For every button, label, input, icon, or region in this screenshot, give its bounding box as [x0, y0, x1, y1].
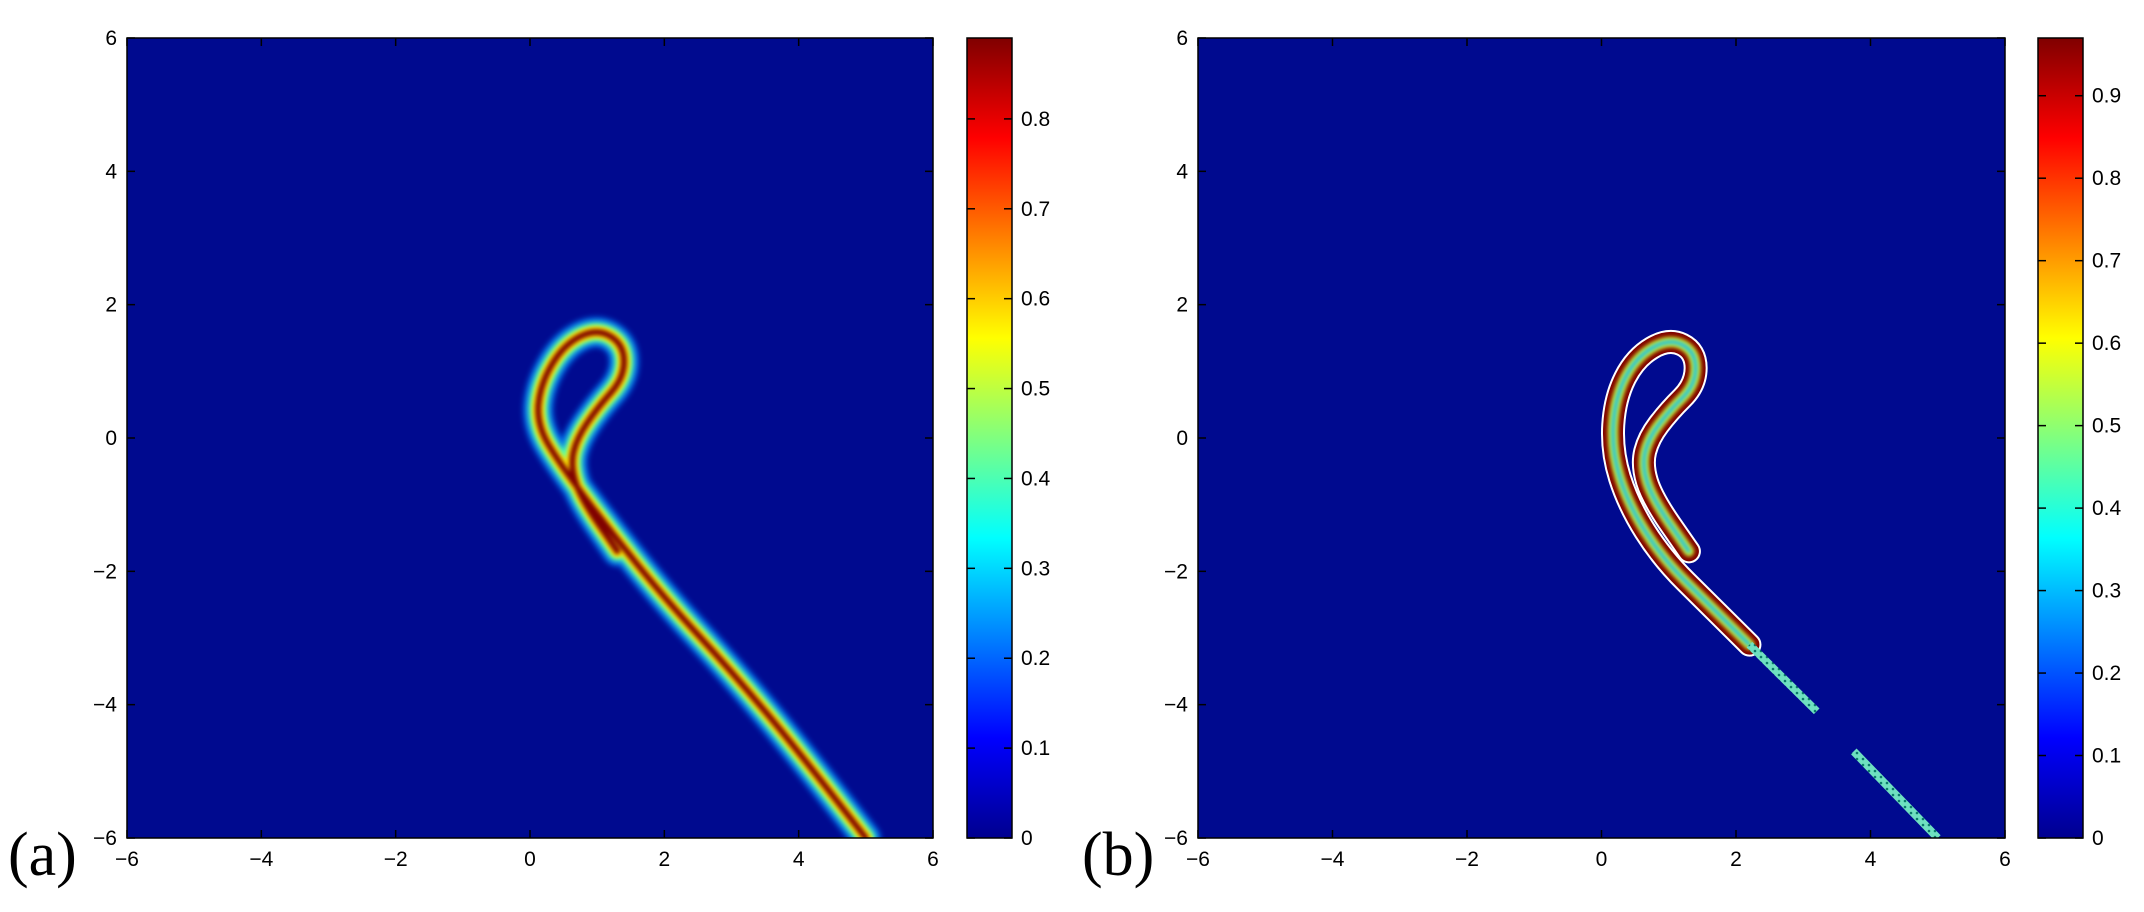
y-tick-label: 0: [1176, 427, 1188, 450]
colorbar-tick-label: 0.6: [1021, 288, 1050, 311]
colorbar-ticks-a: 0 0.1 0.2 0.3 0.4 0.5 0.6 0.7 0.8: [967, 108, 1051, 850]
colorbar-tick-label: 0.1: [2092, 745, 2121, 768]
colorbar-tick-label: 0.8: [1021, 108, 1050, 131]
colorbar-tick-label: 0.8: [2092, 167, 2121, 190]
x-tick-label: 6: [927, 848, 939, 871]
x-tick-label: 4: [1865, 848, 1877, 871]
y-tick-label: 6: [1176, 27, 1188, 50]
colorbar-a: [966, 37, 1013, 839]
dotted-segment: [1850, 748, 1941, 838]
y-tick-label: 2: [105, 294, 117, 317]
panel-label-b: (b): [1082, 821, 1154, 889]
panel-a: −6 −4 −2 0 2 4 6 6 4 2 0 −2 −4 −6 0 0.1 0.2 0.3 0.4 0.5 0.6…: [8, 27, 1051, 889]
x-tick-label: −2: [384, 848, 408, 871]
x-tick-label: 0: [1596, 848, 1608, 871]
y-tick-label: 4: [105, 160, 117, 183]
x-tick-label: −4: [1321, 848, 1345, 871]
colorbar-tick-label: 0.6: [2092, 332, 2121, 355]
panel-b: −6 −4 −2 0 2 4 6 6 4 2 0 −2 −4 −6 0 0.1 0.2 0.3 0.4 0.5 0.6…: [1082, 27, 2122, 889]
colorbar-tick-label: 0.7: [1021, 198, 1050, 221]
colorbar-ticks-b: 0 0.1 0.2 0.3 0.4 0.5 0.6 0.7 0.8 0.9: [2038, 85, 2122, 850]
colorbar-tick-label: 0.3: [2092, 580, 2121, 603]
y-tick-label: 2: [1176, 294, 1188, 317]
axes-b: −6 −4 −2 0 2 4 6 6 4 2 0 −2 −4 −6: [1164, 27, 2011, 871]
x-tick-label: 4: [793, 848, 805, 871]
y-tick-label: −4: [93, 694, 117, 717]
colorbar-tick-label: 0.9: [2092, 85, 2121, 108]
axes-a: −6 −4 −2 0 2 4 6 6 4 2 0 −2 −4 −6: [93, 27, 939, 871]
y-tick-label: −2: [93, 560, 117, 583]
x-tick-label: −2: [1455, 848, 1479, 871]
colorbar-tick-label: 0.3: [1021, 557, 1050, 580]
colorbar-b: [2037, 37, 2084, 839]
colorbar-tick-label: 0.1: [1021, 737, 1050, 760]
y-tick-label: −6: [93, 827, 117, 850]
colorbar-tick-label: 0.2: [1021, 647, 1050, 670]
filament-core: [1611, 340, 1752, 647]
panel-label-a: (a): [8, 821, 77, 889]
filament-a: [523, 317, 881, 838]
x-tick-label: −4: [249, 848, 273, 871]
filament-core: [535, 329, 869, 838]
colorbar-tick-label: 0.5: [2092, 415, 2121, 438]
y-tick-label: −2: [1164, 560, 1188, 583]
x-tick-label: 6: [1999, 848, 2011, 871]
x-tick-label: 2: [1730, 848, 1742, 871]
colorbar-tick-label: 0: [2092, 827, 2104, 850]
colorbar-tick-label: 0.2: [2092, 662, 2121, 685]
y-tick-label: 4: [1176, 160, 1188, 183]
colorbar-tick-label: 0.4: [2092, 497, 2122, 520]
colorbar-tick-label: 0.7: [2092, 250, 2121, 273]
colorbar-tick-label: 0.5: [1021, 378, 1050, 401]
colorbar-tick-label: 0.4: [1021, 467, 1051, 490]
y-tick-label: 6: [105, 27, 117, 50]
colorbar-tick-label: 0: [1021, 827, 1033, 850]
x-tick-label: −6: [115, 848, 139, 871]
x-tick-label: 2: [658, 848, 670, 871]
y-tick-label: 0: [105, 427, 117, 450]
y-tick-label: −4: [1164, 694, 1188, 717]
x-tick-label: 0: [524, 848, 536, 871]
x-tick-label: −6: [1186, 848, 1210, 871]
filament-b: [1601, 330, 1941, 838]
dotted-segment: [1746, 641, 1820, 715]
y-tick-label: −6: [1164, 827, 1188, 850]
